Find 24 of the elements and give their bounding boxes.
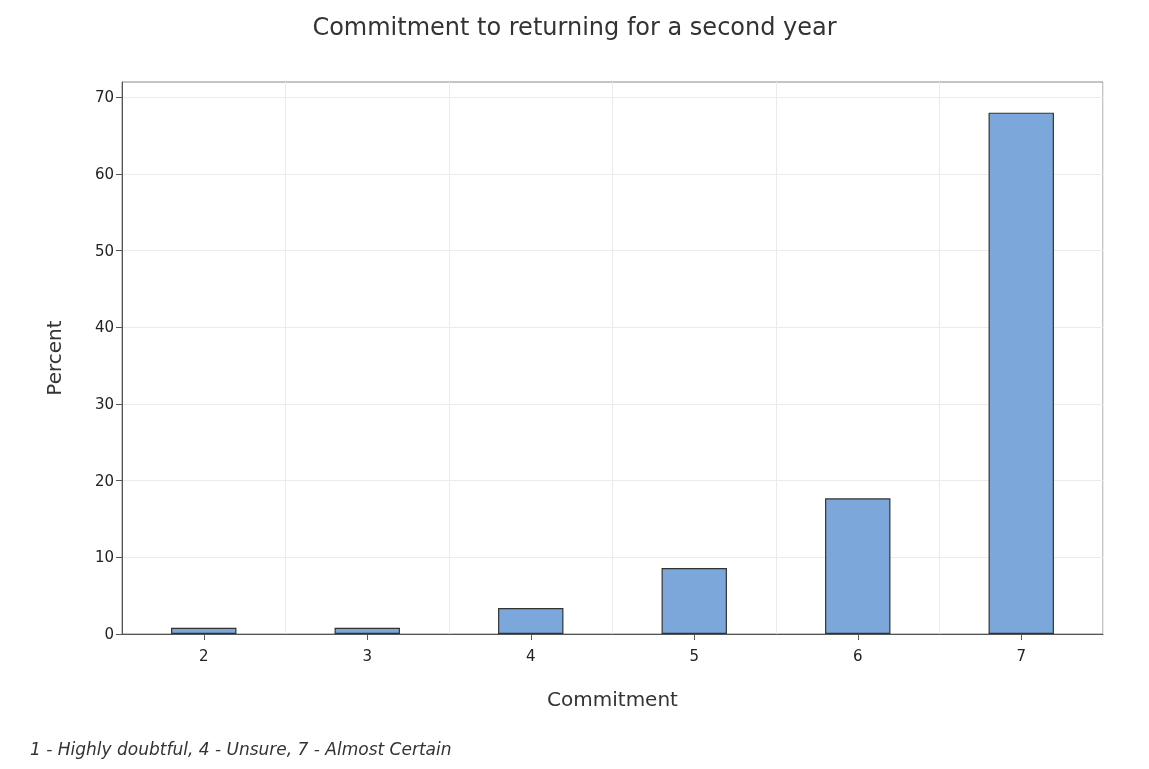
x-axis-title: Commitment bbox=[547, 687, 679, 711]
x-tick-label: 2 bbox=[198, 646, 209, 665]
x-tick-label: 5 bbox=[689, 646, 700, 665]
x-tick-label: 3 bbox=[362, 646, 373, 665]
y-axis-title: Percent bbox=[42, 320, 66, 396]
y-tick-label: 60 bbox=[94, 165, 114, 183]
y-tick-label: 0 bbox=[104, 625, 114, 643]
x-tick-label: 7 bbox=[1016, 646, 1027, 665]
bar bbox=[334, 627, 400, 634]
bar bbox=[661, 568, 727, 634]
bar bbox=[171, 627, 237, 634]
y-tick-label: 30 bbox=[94, 395, 114, 413]
y-tick-label: 40 bbox=[94, 318, 114, 337]
bar bbox=[988, 112, 1054, 634]
chart-title: Commitment to returning for a second year bbox=[312, 13, 837, 41]
text: 1 - Highly doubtful, 4 - Unsure, 7 - Almost Certain bbox=[30, 738, 452, 759]
y-tick-label: 50 bbox=[94, 241, 114, 260]
y-tick-label: 10 bbox=[94, 548, 114, 567]
x-tick-label: 4 bbox=[525, 646, 536, 665]
bar bbox=[825, 498, 891, 634]
bar bbox=[498, 607, 564, 634]
y-tick-label: 20 bbox=[94, 471, 114, 490]
y-tick-label: 70 bbox=[94, 88, 114, 107]
x-tick-label: 6 bbox=[852, 646, 863, 665]
